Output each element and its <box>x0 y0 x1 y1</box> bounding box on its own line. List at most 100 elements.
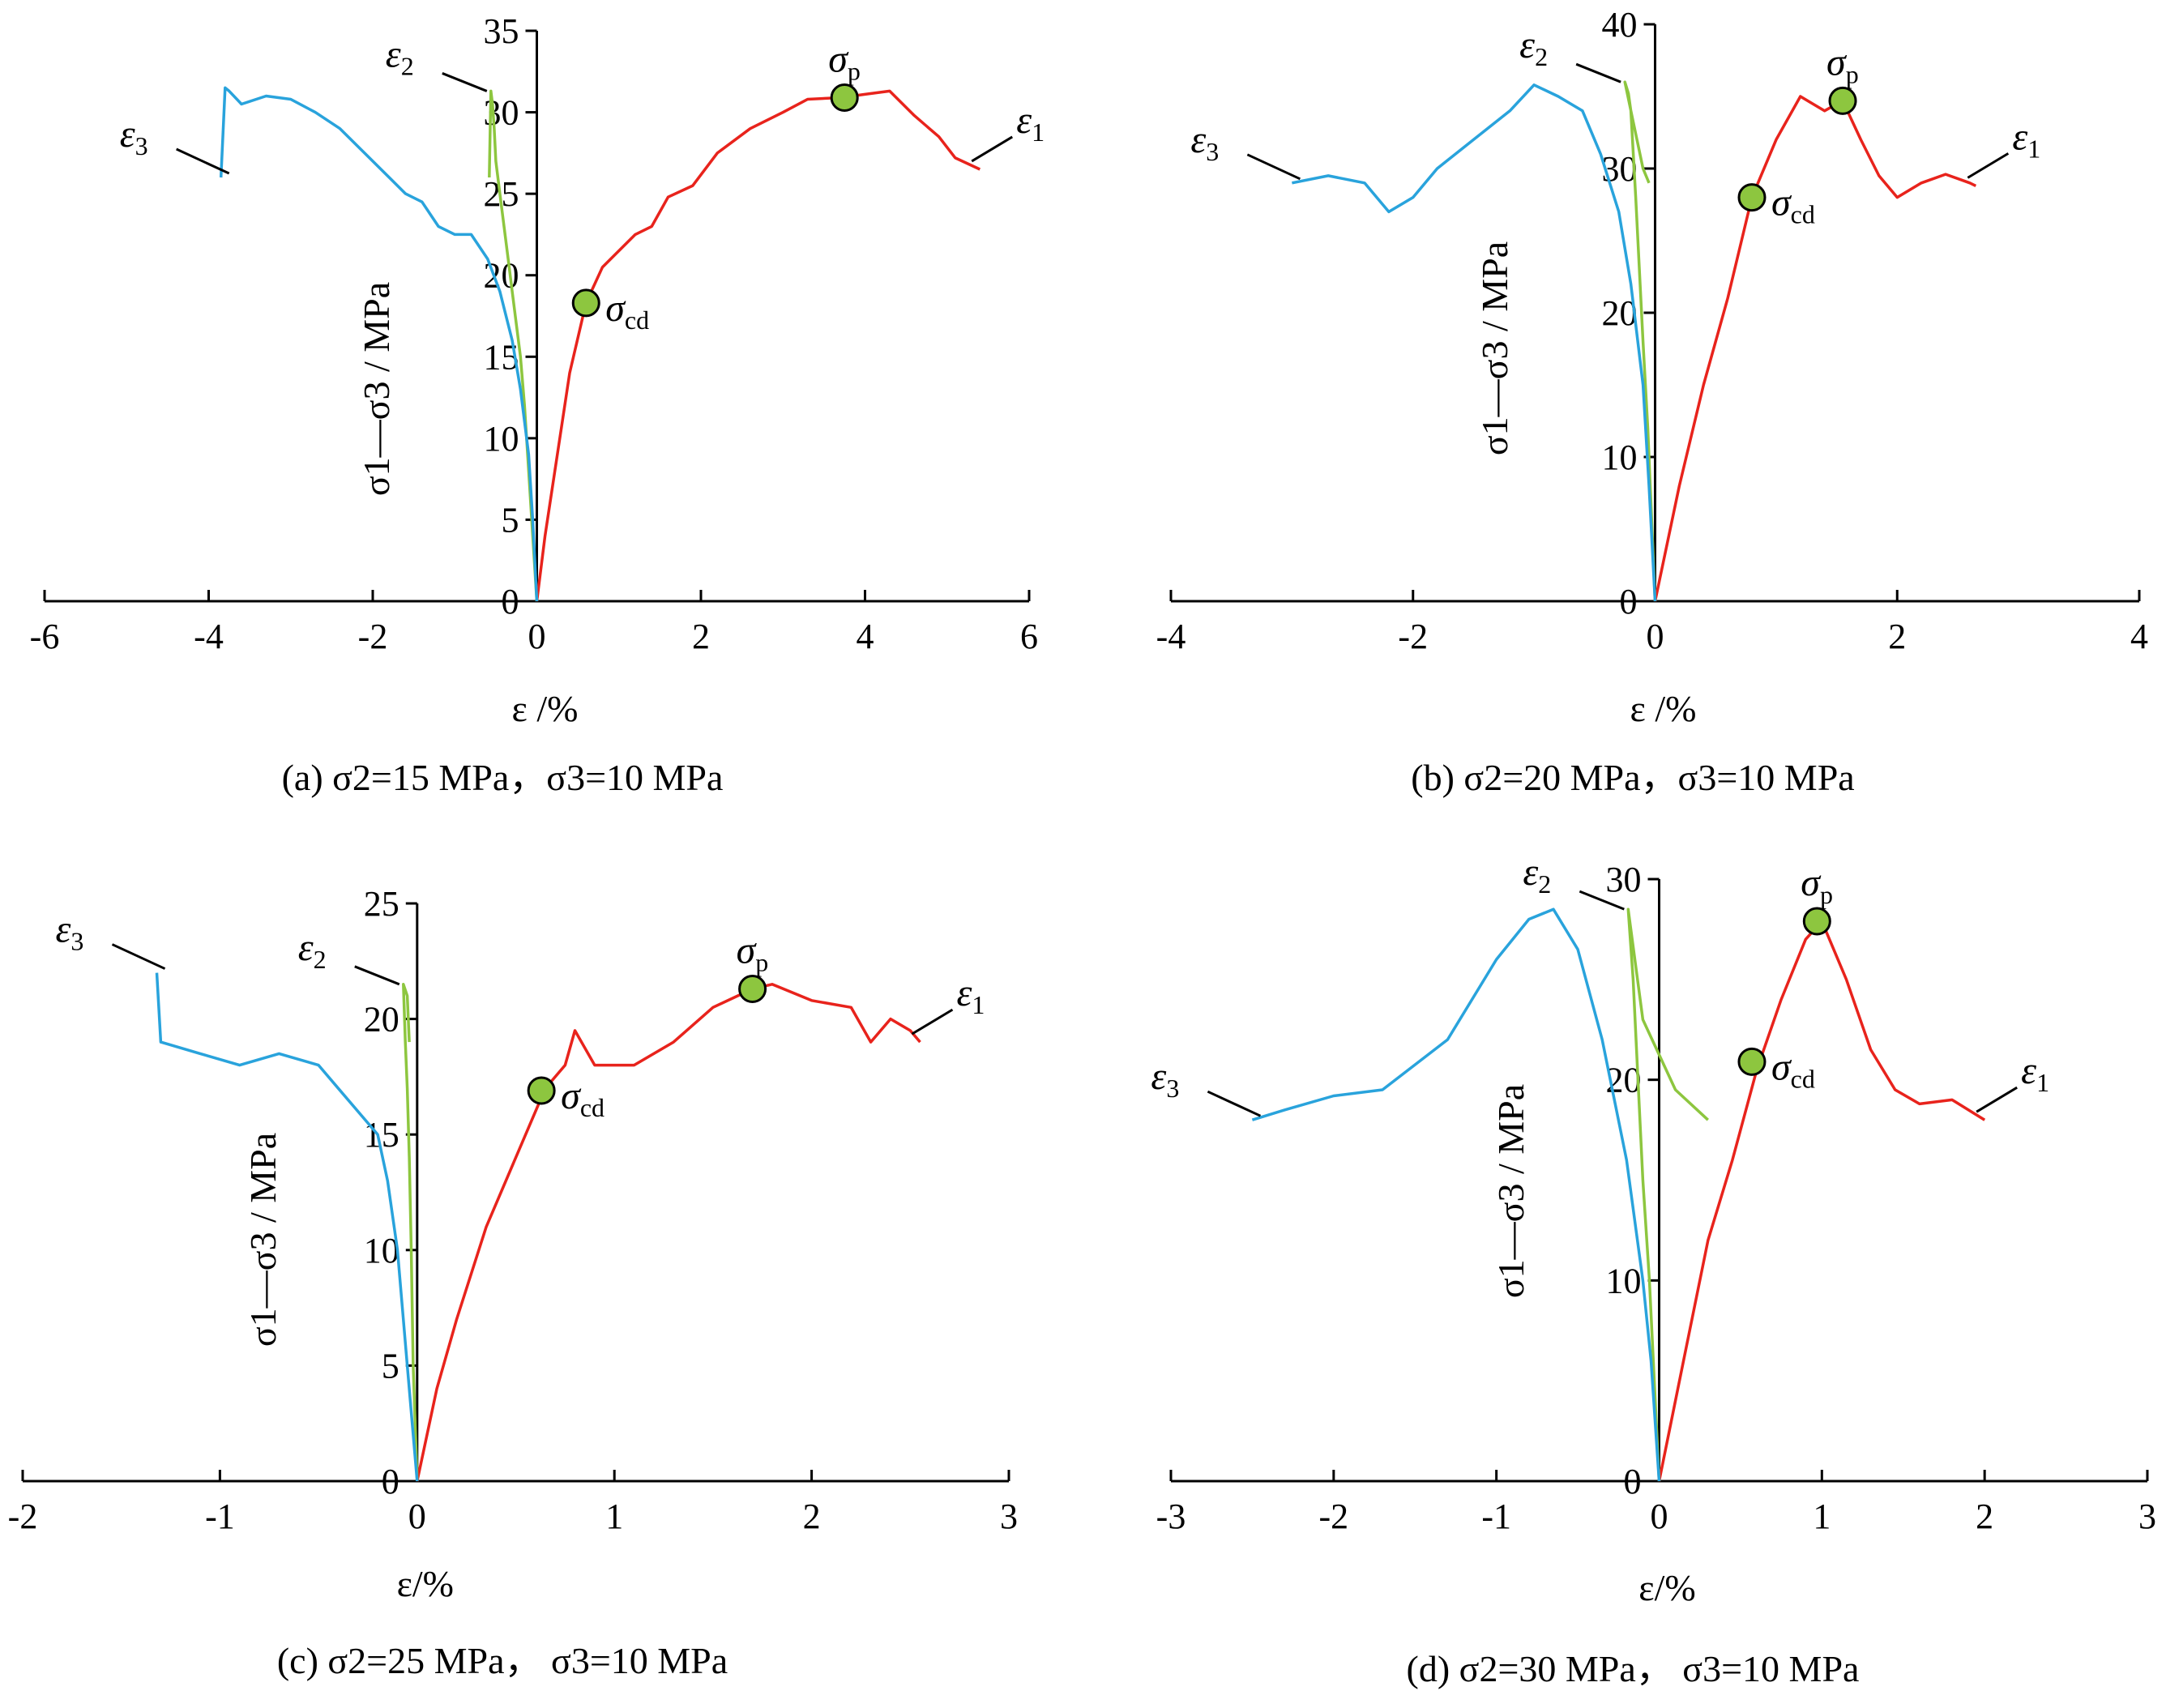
label-eps3: ε3 <box>1190 118 1219 166</box>
panel-caption: (a) σ2=15 MPa，σ3=10 MPa <box>282 757 724 798</box>
label-leader <box>1967 152 2010 179</box>
label-leader <box>971 135 1014 163</box>
label-eps2: ε2 <box>1523 851 1551 899</box>
label-leader <box>111 943 166 970</box>
series-line-ε3 <box>1251 907 1661 1482</box>
x-tick-label: -2 <box>1319 1497 1349 1536</box>
panel-caption: (b) σ2=20 MPa，σ3=10 MPa <box>1411 757 1854 798</box>
x-tick-label: -2 <box>1398 617 1428 656</box>
label-eps3: ε3 <box>120 113 148 160</box>
x-tick-label: 4 <box>857 617 874 656</box>
label-leader <box>1976 1086 2018 1113</box>
x-tick-label: 2 <box>692 617 710 656</box>
x-tick-label: -2 <box>8 1497 38 1536</box>
x-axis-title: ε /% <box>1630 688 1697 729</box>
label-sigma-cd: σcd <box>605 287 649 335</box>
marker-σp <box>830 83 859 112</box>
series-line-ε3 <box>155 972 419 1482</box>
y-tick-label: 10 <box>1606 1261 1642 1300</box>
label-eps1: ε1 <box>1016 99 1045 147</box>
label-eps2: ε2 <box>1519 23 1548 71</box>
x-tick-label: 3 <box>2138 1497 2156 1536</box>
label-leader <box>1579 890 1625 911</box>
y-tick-label: 10 <box>484 419 519 459</box>
x-tick-label: -1 <box>205 1497 235 1536</box>
label-eps3: ε3 <box>1151 1055 1179 1103</box>
x-tick-label: 0 <box>1651 1497 1668 1536</box>
y-tick-label: 0 <box>502 582 519 621</box>
y-tick-label: 0 <box>1620 582 1638 621</box>
label-sigma-cd: σcd <box>561 1074 605 1122</box>
marker-σcd <box>1737 1047 1767 1076</box>
label-eps1: ε1 <box>2012 115 2040 163</box>
label-eps2: ε2 <box>386 32 414 80</box>
series-line-ε2 <box>1626 907 1709 1482</box>
y-tick-label: 40 <box>1602 5 1638 45</box>
x-tick-label: 2 <box>803 1497 821 1536</box>
y-tick-label: 35 <box>484 11 519 51</box>
x-tick-label: 4 <box>2130 617 2148 656</box>
label-eps1: ε1 <box>956 971 985 1019</box>
x-tick-label: 2 <box>1976 1497 1993 1536</box>
label-leader <box>1575 62 1621 83</box>
y-tick-label: 0 <box>382 1462 399 1501</box>
label-leader <box>176 147 230 175</box>
label-eps3: ε3 <box>56 908 84 956</box>
marker-σp <box>1828 86 1857 115</box>
x-tick-label: 3 <box>1000 1497 1018 1536</box>
y-tick-label: 5 <box>502 500 519 540</box>
x-axis-title: ε /% <box>512 688 579 729</box>
y-tick-label: 25 <box>364 884 399 924</box>
y-tick-label: 20 <box>1602 293 1638 333</box>
x-tick-label: 0 <box>408 1497 426 1536</box>
label-leader <box>1207 1090 1262 1117</box>
y-tick-label: 30 <box>1602 149 1638 189</box>
label-sigma-p: σp <box>737 929 769 977</box>
series-line-ε3 <box>1292 83 1657 602</box>
x-tick-label: 1 <box>605 1497 623 1536</box>
x-tick-label: -3 <box>1156 1497 1186 1536</box>
series-line-ε2 <box>402 983 419 1482</box>
x-tick-label: -4 <box>1156 617 1186 656</box>
y-axis-title: σ1—σ3 / MPa <box>1474 241 1515 455</box>
panel-caption: (d) σ2=30 MPa， σ3=10 MPa <box>1407 1648 1860 1689</box>
label-leader <box>1246 153 1301 181</box>
y-tick-label: 30 <box>1606 860 1642 899</box>
y-axis-title: σ1—σ3 / MPa <box>1490 1084 1532 1298</box>
y-tick-label: 0 <box>1624 1462 1642 1501</box>
marker-σcd <box>527 1076 556 1105</box>
y-axis-title: σ1—σ3 / MPa <box>356 282 397 496</box>
x-tick-label: -6 <box>30 617 60 656</box>
y-tick-label: 30 <box>484 93 519 133</box>
series-line-ε1 <box>535 89 981 602</box>
x-axis-title: ε/% <box>397 1563 454 1604</box>
x-axis-title: ε/% <box>1638 1567 1695 1608</box>
y-tick-label: 20 <box>364 1000 399 1040</box>
label-eps1: ε1 <box>2021 1049 2049 1097</box>
series-line-ε1 <box>416 983 921 1482</box>
x-tick-label: -1 <box>1481 1497 1511 1536</box>
label-sigma-p: σp <box>1801 861 1833 909</box>
label-eps2: ε2 <box>298 926 327 974</box>
x-tick-label: -4 <box>194 617 224 656</box>
marker-σcd <box>571 288 600 318</box>
panel-caption: (c) σ2=25 MPa， σ3=10 MPa <box>277 1640 728 1681</box>
x-tick-label: 1 <box>1813 1497 1831 1536</box>
label-leader <box>911 1008 954 1035</box>
y-tick-label: 5 <box>382 1346 399 1386</box>
series-line-ε1 <box>1657 920 1986 1482</box>
marker-σcd <box>1737 183 1767 212</box>
marker-σp <box>1802 907 1831 936</box>
x-tick-label: 6 <box>1020 617 1038 656</box>
series-line-ε3 <box>219 86 539 602</box>
label-leader <box>442 72 488 92</box>
series-line-ε2 <box>1623 80 1657 602</box>
x-tick-label: 0 <box>1647 617 1664 656</box>
y-tick-label: 10 <box>364 1231 399 1270</box>
label-sigma-cd: σcd <box>1771 181 1815 229</box>
series-line-ε1 <box>1653 95 1977 602</box>
